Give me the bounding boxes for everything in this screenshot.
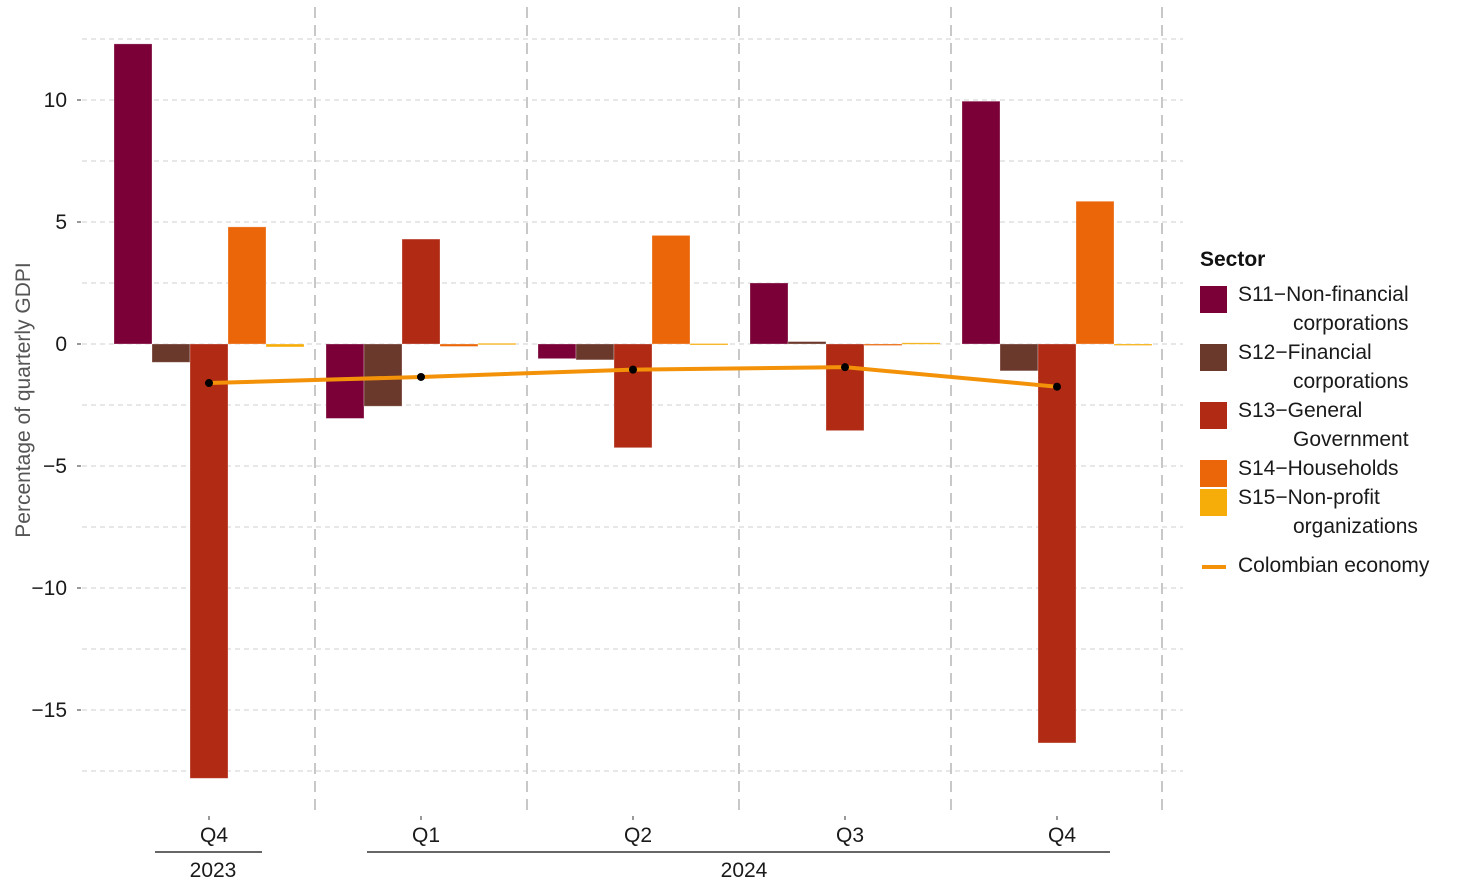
legend-item-label-line2: corporations — [1293, 312, 1409, 335]
bar-s14[interactable] — [227, 226, 267, 345]
legend-item-label: Colombian economy — [1238, 554, 1430, 577]
line-point[interactable] — [1053, 382, 1061, 391]
legend: Sector S11−Non-financial corporations S12−… — [1200, 248, 1475, 580]
y-tick-label: 5 — [55, 211, 67, 234]
bar-s14[interactable] — [651, 235, 691, 345]
legend-item-s15[interactable]: S15−Non-profit organizations — [1200, 483, 1475, 541]
y-tick-label: −15 — [31, 699, 67, 722]
color-swatch-icon — [1200, 460, 1227, 487]
y-axis: 10 5 0 −5 −10 −15 — [31, 89, 81, 722]
bar-s12[interactable] — [151, 343, 191, 363]
bar-s11[interactable] — [749, 282, 789, 345]
x-tick-label: Q1 — [412, 824, 440, 847]
bar-s14[interactable] — [863, 343, 903, 346]
bar-s13[interactable] — [189, 343, 229, 779]
line-point[interactable] — [629, 365, 637, 374]
legend-item-label: S14−Households — [1238, 457, 1399, 480]
line-swatch-icon — [1202, 565, 1226, 569]
legend-items: S11−Non-financial corporations S12−Financi… — [1200, 280, 1475, 541]
bar-s13[interactable] — [613, 343, 653, 449]
color-swatch-icon — [1200, 344, 1227, 371]
x-axis: Q4 Q1 Q2 Q3 Q4 2023 2024 — [155, 816, 1110, 880]
bar-s14[interactable] — [1075, 200, 1115, 345]
colombian-economy-line — [205, 363, 1061, 391]
color-swatch-icon — [1200, 489, 1227, 516]
year-label-2024: 2024 — [721, 859, 768, 880]
legend-item-label-line2: organizations — [1293, 515, 1418, 538]
y-tick-label: 0 — [55, 333, 67, 356]
x-tick-label: Q2 — [624, 824, 652, 847]
bar-s11[interactable] — [113, 43, 153, 345]
bar-s14[interactable] — [439, 343, 479, 347]
line-point[interactable] — [841, 363, 849, 372]
year-label-2023: 2023 — [190, 859, 237, 880]
category-separators — [314, 7, 1163, 815]
bar-s11[interactable] — [537, 343, 577, 360]
y-tick-label: −10 — [31, 577, 67, 600]
bar-s15[interactable] — [265, 343, 305, 348]
bar-s13[interactable] — [401, 238, 441, 345]
x-tick-label: Q4 — [200, 824, 228, 847]
legend-item-s14[interactable]: S14−Households — [1200, 454, 1475, 487]
legend-item-s13[interactable]: S13−General Government — [1200, 396, 1475, 454]
legend-item-label: S13−General — [1238, 399, 1363, 422]
bar-s11[interactable] — [961, 100, 1001, 345]
legend-item-label-line2: Government — [1293, 428, 1409, 451]
line-point[interactable] — [417, 372, 425, 381]
bars — [113, 43, 1153, 779]
bar-s12[interactable] — [787, 341, 827, 345]
bar-s12[interactable] — [363, 343, 403, 407]
x-tick-label: Q4 — [1048, 824, 1076, 847]
bar-s12[interactable] — [575, 343, 615, 361]
legend-item-label: S11−Non-financial — [1238, 283, 1409, 306]
bar-s12[interactable] — [999, 343, 1039, 372]
y-axis-label: Percentage of quarterly GDPI — [12, 262, 35, 537]
x-tick-label: Q3 — [836, 824, 864, 847]
legend-item-s11[interactable]: S11−Non-financial corporations — [1200, 280, 1475, 338]
bar-s15[interactable] — [1113, 343, 1153, 346]
legend-title: Sector — [1200, 248, 1266, 271]
legend-item-s12[interactable]: S12−Financial corporations — [1200, 338, 1475, 396]
y-tick-label: −5 — [43, 455, 67, 478]
legend-item-colombian-economy[interactable]: Colombian economy — [1200, 551, 1475, 580]
legend-item-label: S12−Financial — [1238, 341, 1372, 364]
bar-s15[interactable] — [689, 343, 729, 346]
bar-s15[interactable] — [901, 342, 941, 345]
color-swatch-icon — [1200, 286, 1227, 313]
y-tick-label: 10 — [44, 89, 67, 112]
color-swatch-icon — [1200, 402, 1227, 429]
bar-s15[interactable] — [477, 342, 517, 346]
line-point[interactable] — [205, 379, 213, 388]
legend-item-label-line2: corporations — [1293, 370, 1409, 393]
legend-item-label: S15−Non-profit — [1238, 486, 1380, 509]
bar-s13[interactable] — [825, 343, 865, 432]
bar-s13[interactable] — [1037, 343, 1077, 744]
